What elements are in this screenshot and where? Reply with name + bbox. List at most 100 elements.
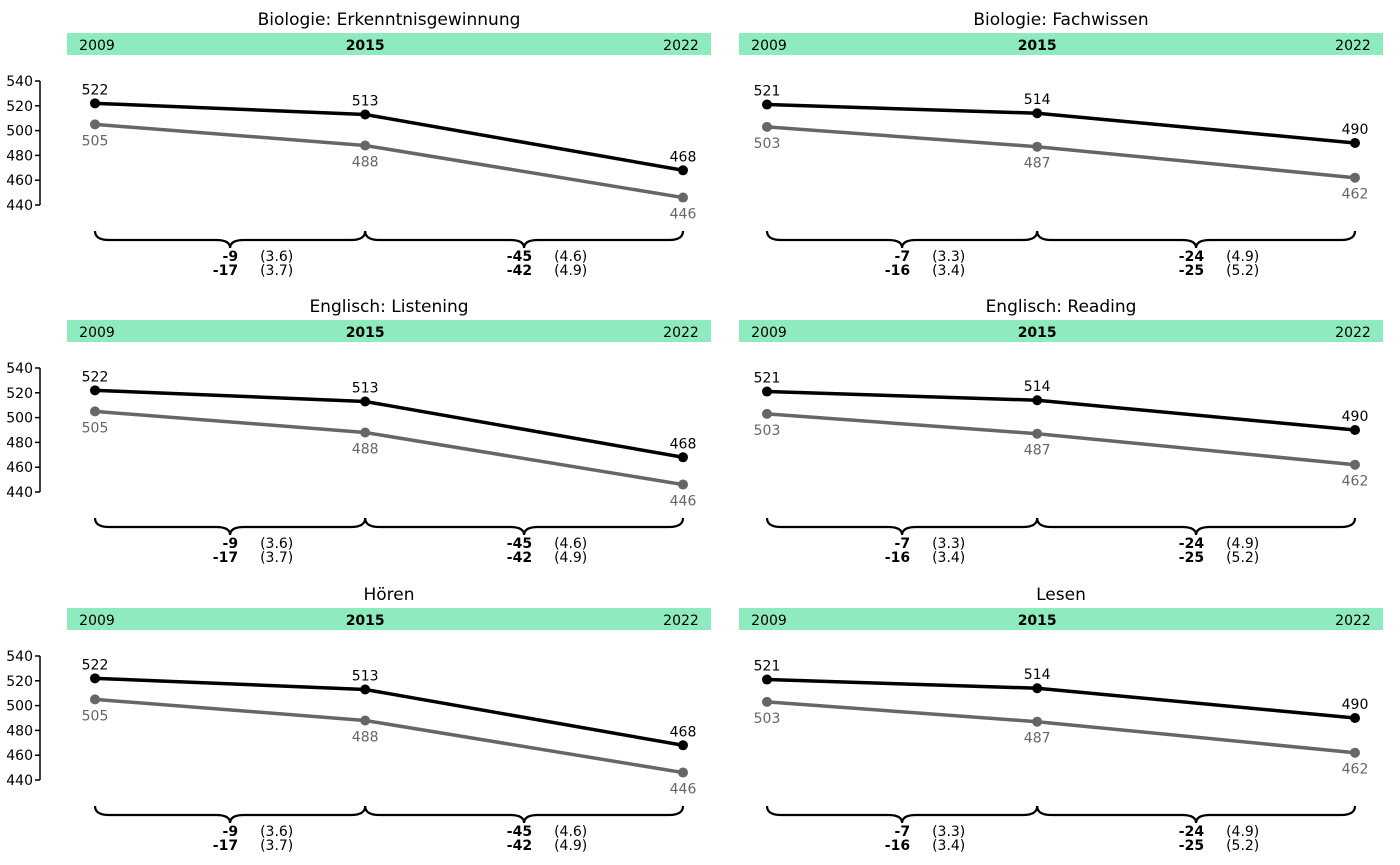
difference-se: (4.9) (1226, 536, 1259, 552)
data-label: 521 (754, 659, 781, 675)
year-label: 2009 (79, 325, 115, 341)
data-point (762, 121, 772, 132)
y-tick-label: 480 (6, 723, 33, 739)
difference-se: (3.4) (932, 263, 965, 279)
y-tick-label: 460 (6, 748, 33, 764)
difference-value: -42 (507, 263, 532, 279)
difference-value: -45 (507, 249, 532, 265)
panel-1: Biologie: Erkenntnisgewinnung 2009 2015 202… (6, 10, 711, 279)
data-label: 462 (1342, 474, 1369, 490)
data-point (678, 479, 688, 490)
data-point (1032, 428, 1043, 439)
panel-title: Biologie: Erkenntnisgewinnung (258, 10, 521, 30)
difference-brace (1036, 230, 1357, 249)
year-label: 2022 (1335, 38, 1371, 54)
data-label: 503 (754, 136, 781, 152)
difference-value: -25 (1179, 263, 1204, 279)
y-tick-label: 540 (6, 361, 33, 377)
difference-se: (4.6) (554, 824, 587, 840)
difference-brace (364, 517, 685, 536)
data-point (90, 406, 100, 417)
difference-brace (765, 517, 1039, 536)
y-tick-label: 460 (6, 460, 33, 476)
panel-5: Hören 2009 2015 2022 440 460 480 500 520 540 522 51… (6, 585, 711, 854)
data-label: 468 (670, 149, 697, 165)
y-tick-label: 500 (6, 699, 33, 715)
data-label: 514 (1024, 92, 1051, 108)
y-tick-label: 500 (6, 411, 33, 427)
difference-se: (5.2) (1226, 838, 1259, 854)
difference-brace (93, 230, 367, 249)
difference-brace (93, 805, 367, 824)
y-tick-label: 520 (6, 386, 33, 402)
data-label: 490 (1342, 122, 1369, 138)
difference-se: (3.6) (260, 536, 293, 552)
panel-3: Englisch: Listening 2009 2015 2022 440 460 480… (6, 297, 711, 566)
data-point (1032, 716, 1043, 727)
series-line-2 (94, 697, 684, 775)
data-point (1032, 395, 1043, 406)
data-label: 468 (670, 436, 697, 452)
difference-value: -24 (1179, 249, 1205, 265)
data-label: 468 (670, 724, 697, 740)
difference-value: -17 (213, 550, 238, 566)
difference-brace (364, 805, 685, 824)
year-label: 2015 (1018, 613, 1057, 629)
difference-value: -45 (507, 536, 532, 552)
year-strip (739, 320, 1383, 342)
panel-4: Englisch: Reading 2009 2015 2022 521 514 490 50… (739, 297, 1383, 566)
data-label: 490 (1342, 409, 1369, 425)
panel-6: Lesen 2009 2015 2022 521 514 490 503 487 462 -7 (3.… (739, 585, 1383, 854)
y-tick-label: 540 (6, 649, 33, 665)
data-point (1350, 713, 1360, 723)
y-tick-label: 500 (6, 124, 33, 140)
difference-se: (4.6) (554, 536, 587, 552)
difference-brace (765, 805, 1039, 824)
data-label: 521 (754, 84, 781, 100)
year-label: 2009 (751, 325, 787, 341)
data-label: 505 (82, 133, 109, 149)
data-point (360, 715, 371, 726)
data-label: 505 (82, 708, 109, 724)
difference-se: (3.7) (260, 838, 293, 854)
y-tick-label: 520 (6, 99, 33, 115)
series-line-1 (766, 389, 1356, 432)
data-point (1032, 141, 1043, 152)
difference-value: -17 (213, 838, 238, 854)
data-point (360, 109, 371, 120)
data-point (360, 140, 371, 151)
year-label: 2022 (663, 38, 699, 54)
year-label: 2009 (79, 613, 115, 629)
difference-value: -9 (223, 824, 239, 840)
series-line-1 (94, 388, 684, 460)
series-line-2 (94, 409, 684, 487)
panel-title: Hören (363, 585, 414, 605)
data-label: 488 (352, 441, 379, 457)
year-label: 2015 (346, 613, 385, 629)
difference-value: -7 (895, 824, 911, 840)
difference-brace (364, 230, 685, 249)
year-label: 2015 (1018, 38, 1057, 54)
data-point (1350, 425, 1360, 435)
data-label: 462 (1342, 187, 1369, 203)
series-line-1 (94, 676, 684, 748)
difference-brace (1036, 805, 1357, 824)
difference-se: (5.2) (1226, 550, 1259, 566)
data-point (90, 119, 100, 130)
difference-value: -24 (1179, 536, 1205, 552)
difference-value: -7 (895, 536, 911, 552)
year-label: 2022 (1335, 613, 1371, 629)
data-point (678, 452, 688, 463)
data-label: 522 (82, 82, 109, 98)
data-point (90, 98, 100, 109)
difference-se: (3.6) (260, 249, 293, 265)
y-tick-label: 520 (6, 674, 33, 690)
data-point (678, 165, 688, 176)
data-label: 513 (352, 380, 379, 396)
data-label: 488 (352, 154, 379, 170)
y-tick-label: 480 (6, 148, 33, 164)
panel-title: Lesen (1036, 585, 1086, 605)
year-label: 2009 (751, 38, 787, 54)
y-tick-label: 440 (6, 198, 33, 214)
